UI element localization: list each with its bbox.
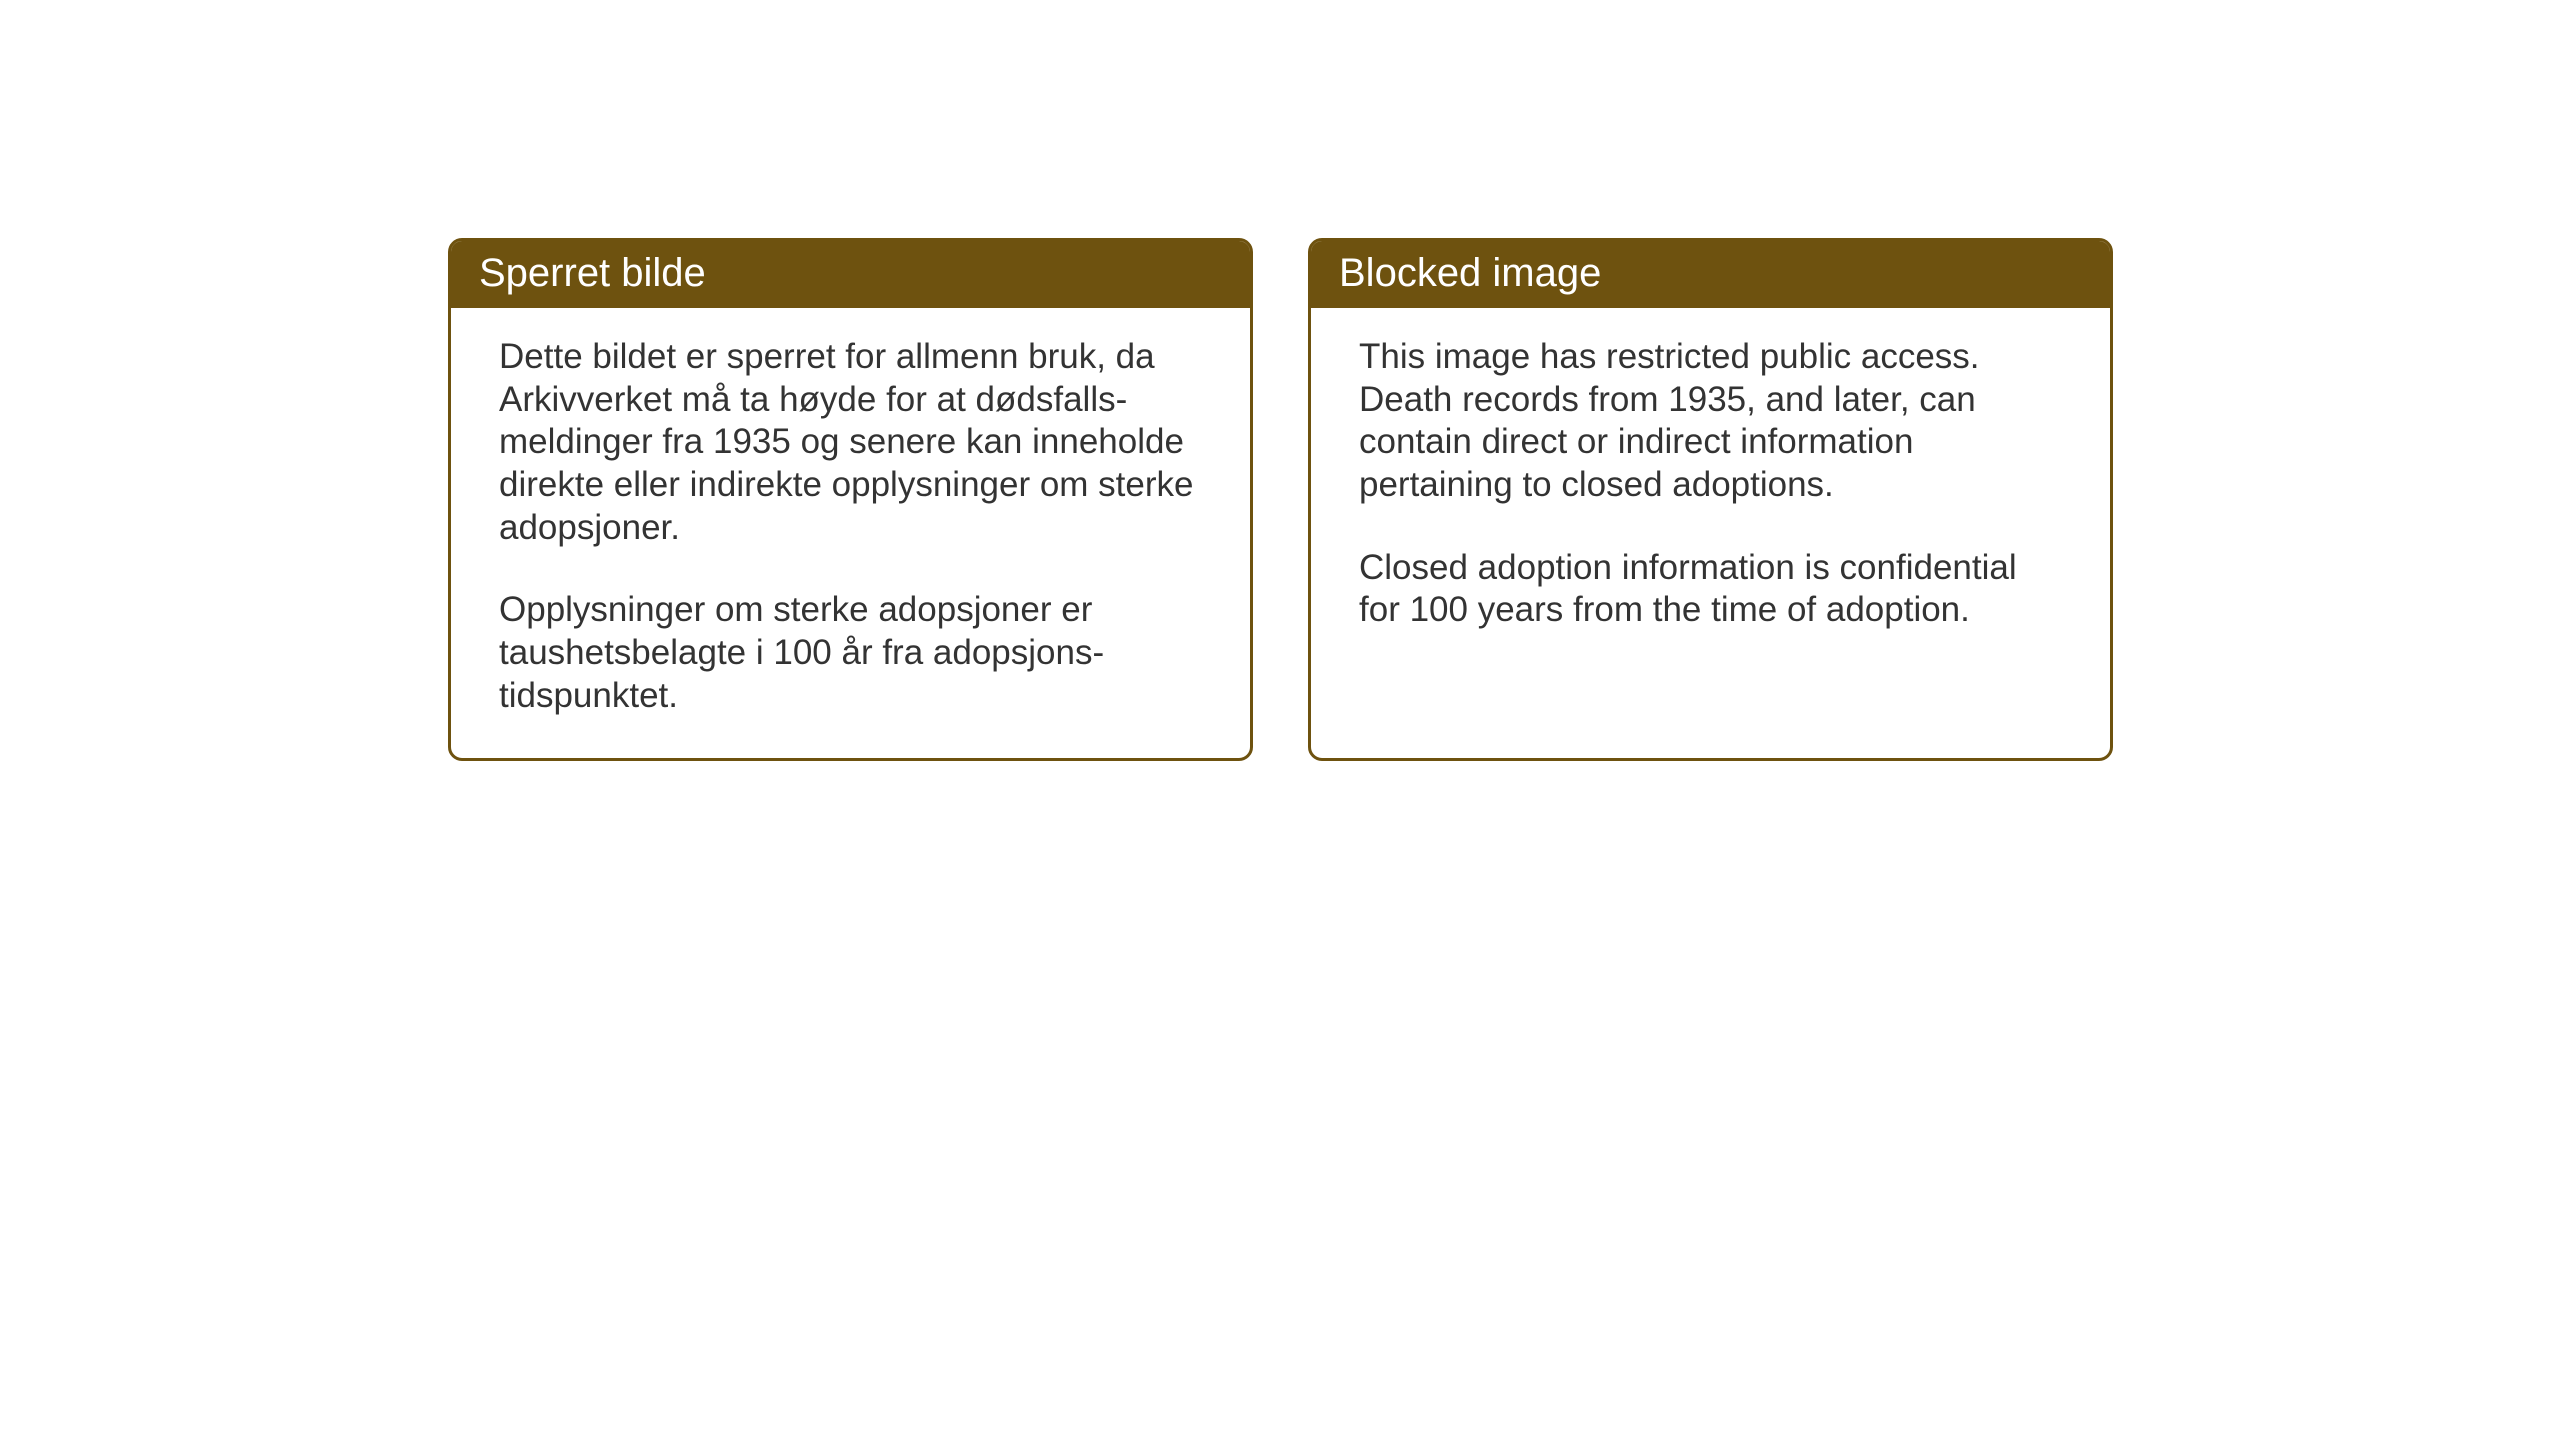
card-norwegian: Sperret bilde Dette bildet er sperret fo… — [448, 238, 1253, 761]
paragraph-2-norwegian: Opplysninger om sterke adopsjoner er tau… — [499, 589, 1202, 717]
paragraph-2-english: Closed adoption information is confident… — [1359, 547, 2062, 632]
paragraph-1-norwegian: Dette bildet er sperret for allmenn bruk… — [499, 336, 1202, 549]
card-body-english: This image has restricted public access.… — [1311, 308, 2110, 672]
card-english: Blocked image This image has restricted … — [1308, 238, 2113, 761]
card-header-english: Blocked image — [1311, 241, 2110, 308]
card-header-norwegian: Sperret bilde — [451, 241, 1250, 308]
card-body-norwegian: Dette bildet er sperret for allmenn bruk… — [451, 308, 1250, 758]
paragraph-1-english: This image has restricted public access.… — [1359, 336, 2062, 507]
card-container: Sperret bilde Dette bildet er sperret fo… — [448, 238, 2113, 761]
